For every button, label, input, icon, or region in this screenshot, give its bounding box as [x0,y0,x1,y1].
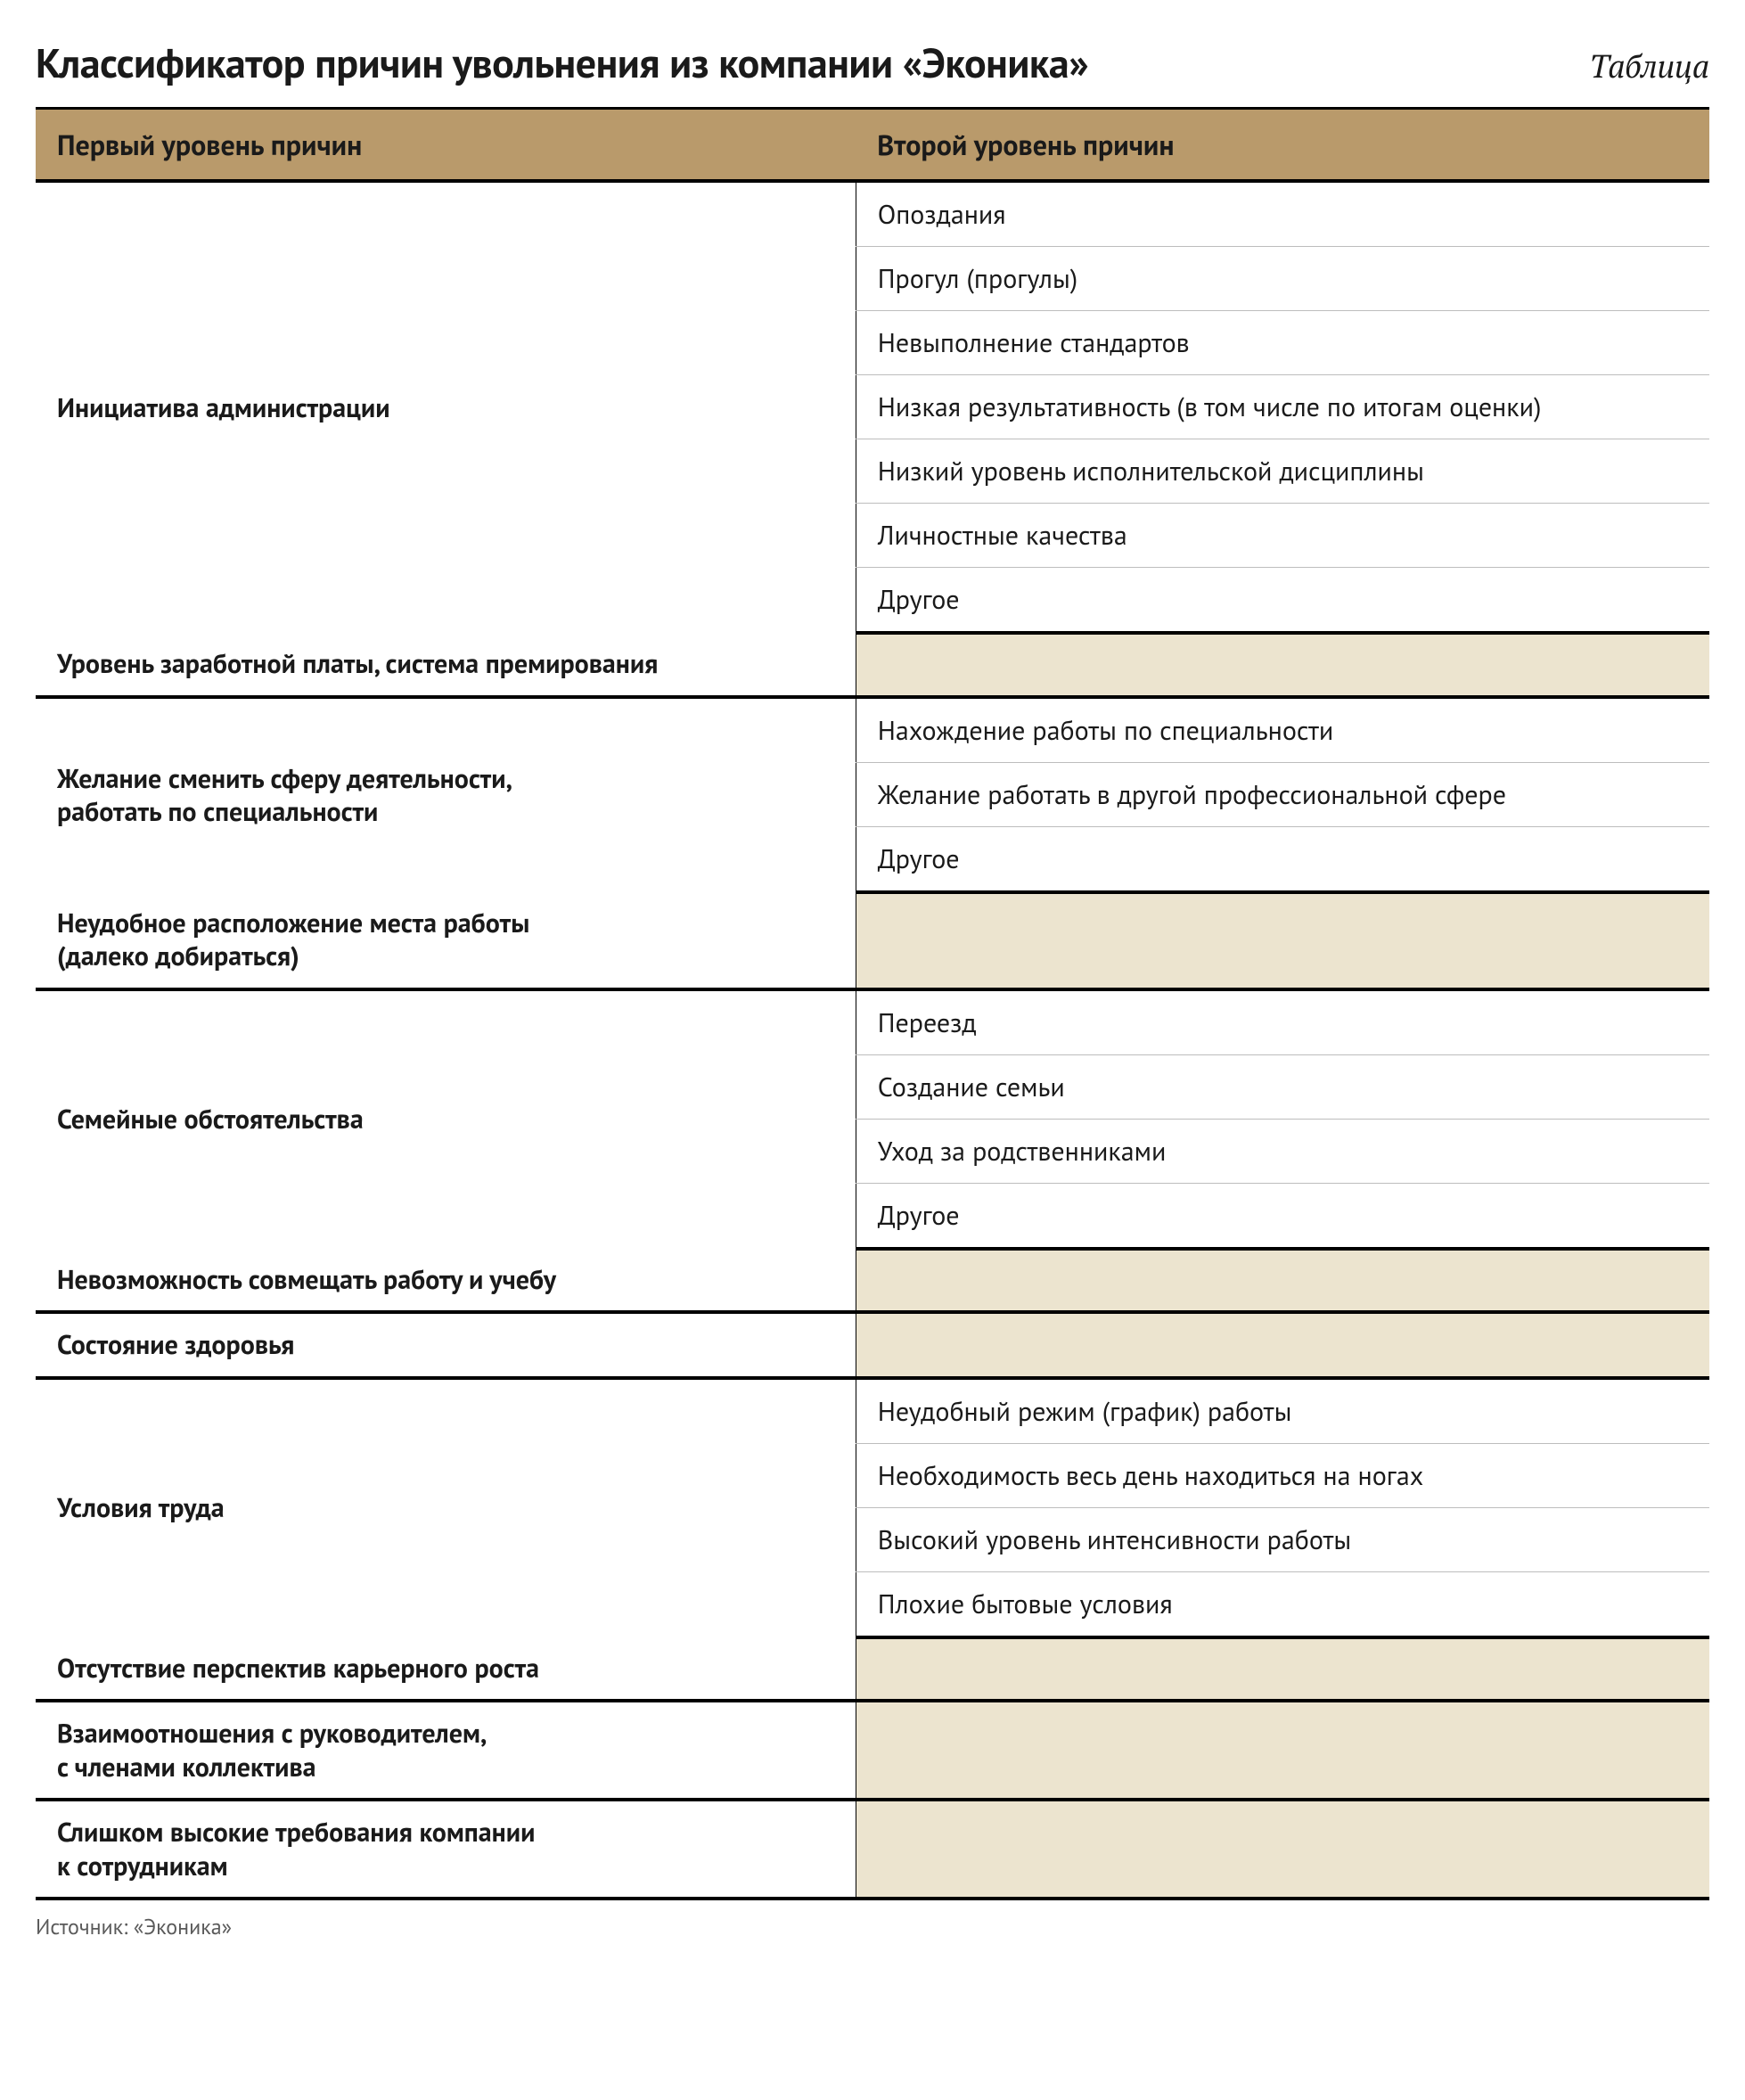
level1-cell: Семейные обстоятельства [36,989,856,1249]
table-caption: Таблица [1589,45,1709,87]
level2-empty-cell [856,1701,1709,1800]
level2-cell: Неудобный режим (график) работы [856,1378,1709,1444]
level2-cell: Низкая результативность (в том числе по … [856,375,1709,439]
table-row: Желание сменить сферу деятельности,работ… [36,697,1709,763]
level1-cell: Слишком высокие требования компаниик сот… [36,1800,856,1899]
level2-cell: Другое [856,1183,1709,1249]
level1-cell: Уровень заработной платы, система премир… [36,633,856,697]
table-row: Отсутствие перспектив карьерного роста [36,1637,1709,1702]
level2-cell: Переезд [856,989,1709,1055]
level1-cell: Невозможность совмещать работу и учебу [36,1249,856,1313]
level2-cell: Высокий уровень интенсивности работы [856,1507,1709,1571]
level2-cell: Личностные качества [856,504,1709,568]
table-row: Инициатива администрацииОпоздания [36,181,1709,247]
table-row: Семейные обстоятельстваПереезд [36,989,1709,1055]
level2-cell: Необходимость весь день находиться на но… [856,1443,1709,1507]
page-title: Классификатор причин увольнения из компа… [36,36,1088,89]
header-row: Классификатор причин увольнения из компа… [36,36,1709,89]
table-row: Состояние здоровья [36,1312,1709,1378]
level2-empty-cell [856,1637,1709,1702]
table-row: Взаимоотношения с руководителем,с членам… [36,1701,1709,1800]
level2-cell: Другое [856,826,1709,892]
level1-cell: Состояние здоровья [36,1312,856,1378]
table-row: Невозможность совмещать работу и учебу [36,1249,1709,1313]
level2-cell: Уход за родственниками [856,1119,1709,1183]
level2-cell: Прогул (прогулы) [856,247,1709,311]
table-row: Слишком высокие требования компаниик сот… [36,1800,1709,1899]
level2-empty-cell [856,1312,1709,1378]
classifier-table: Первый уровень причин Второй уровень при… [36,107,1709,1900]
level1-cell: Условия труда [36,1378,856,1637]
level2-empty-cell [856,633,1709,697]
level2-cell: Нахождение работы по специальности [856,697,1709,763]
table-source: Источник: «Эконика» [36,1900,1709,1940]
level2-cell: Низкий уровень исполнительской дисциплин… [856,439,1709,504]
level2-cell: Невыполнение стандартов [856,311,1709,375]
level2-empty-cell [856,1800,1709,1899]
table-header-row: Первый уровень причин Второй уровень при… [36,109,1709,182]
level2-cell: Создание семьи [856,1054,1709,1119]
level1-cell: Желание сменить сферу деятельности,работ… [36,697,856,892]
level2-cell: Плохие бытовые условия [856,1571,1709,1637]
level1-cell: Неудобное расположение места работы(дале… [36,892,856,989]
col-header-level1: Первый уровень причин [36,109,856,182]
level1-cell: Взаимоотношения с руководителем,с членам… [36,1701,856,1800]
level1-cell: Инициатива администрации [36,181,856,633]
level2-empty-cell [856,1249,1709,1313]
level2-cell: Другое [856,568,1709,634]
level2-cell: Опоздания [856,181,1709,247]
table-row: Неудобное расположение места работы(дале… [36,892,1709,989]
level2-empty-cell [856,892,1709,989]
table-row: Уровень заработной платы, система премир… [36,633,1709,697]
col-header-level2: Второй уровень причин [856,109,1709,182]
level1-cell: Отсутствие перспектив карьерного роста [36,1637,856,1702]
table-row: Условия трудаНеудобный режим (график) ра… [36,1378,1709,1444]
level2-cell: Желание работать в другой профессиональн… [856,762,1709,826]
